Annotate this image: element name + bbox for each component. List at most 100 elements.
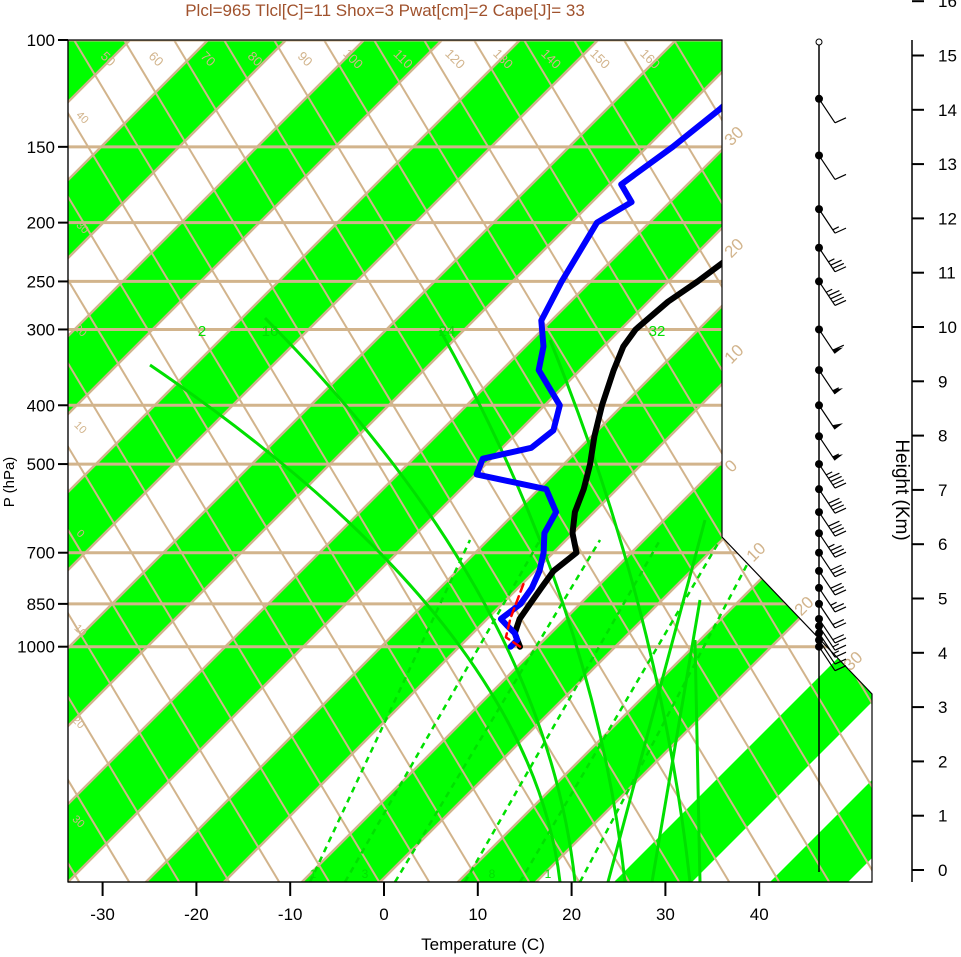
profile-layer xyxy=(473,47,872,650)
x-tick-label: 20 xyxy=(562,905,581,924)
mixing-ratio-line xyxy=(606,519,707,882)
adiabat-line xyxy=(68,361,381,882)
dewpoint-profile-line xyxy=(473,47,796,650)
adiabat-line xyxy=(322,40,831,882)
height-tick-label: 7 xyxy=(938,481,947,500)
wind-barb xyxy=(818,532,847,558)
green-band xyxy=(770,780,872,882)
isotherm-line xyxy=(222,232,872,882)
x-tick-label: -10 xyxy=(278,905,303,924)
mixing-ratio-dashed-line xyxy=(578,539,762,882)
wind-barb xyxy=(818,404,843,430)
mixing-ratio-label: 24 xyxy=(439,323,456,340)
x-tick-label: 10 xyxy=(468,905,487,924)
isotherm-line xyxy=(68,40,756,728)
isotherm-top-label: 60 xyxy=(146,48,167,69)
y-tick-label: 1000 xyxy=(17,638,55,657)
height-tick-label: 3 xyxy=(938,698,947,717)
chart-title: Plcl=965 Tlcl[C]=11 Shox=3 Pwat[cm]=2 Ca… xyxy=(185,1,585,20)
isotherm-left-label: 40 xyxy=(74,109,91,126)
height-tick-label: 14 xyxy=(938,101,957,120)
adiabat-line xyxy=(68,778,131,882)
isotherm-left-label: 10 xyxy=(72,419,89,436)
wind-barb xyxy=(818,98,847,124)
x-tick-label: 40 xyxy=(750,905,769,924)
mixing-ratio-label: 2 xyxy=(198,323,206,340)
height-tick-label: 6 xyxy=(938,535,947,554)
mixing-ratio-bottom-label: 1 xyxy=(310,867,317,881)
mixing-ratio-line xyxy=(650,599,702,882)
y-tick-label: 850 xyxy=(27,595,55,614)
mixing-ratio-line xyxy=(693,639,702,882)
wind-barb-layer xyxy=(815,38,847,872)
isotherm-line xyxy=(68,40,444,416)
mixing-ratio-dashed-line xyxy=(518,539,722,882)
x-axis-label: Temperature (C) xyxy=(421,935,545,954)
x-tick-label: 0 xyxy=(379,905,388,924)
x-tick-label: -20 xyxy=(184,905,209,924)
mixing-ratio-line xyxy=(149,363,562,882)
height-tick-label: 10 xyxy=(938,318,957,337)
height-tick-label: 4 xyxy=(938,644,947,663)
y-tick-label: 400 xyxy=(27,396,55,415)
height-tick-label: 5 xyxy=(938,590,947,609)
height-tick-label: 2 xyxy=(938,752,947,771)
y-tick-label: 250 xyxy=(27,272,55,291)
height-tick-label: 9 xyxy=(938,372,947,391)
mixing-ratio-label: 16 xyxy=(262,323,279,340)
height-tick-label: 1 xyxy=(938,807,947,826)
wind-barb xyxy=(818,646,847,672)
adiabat-line xyxy=(68,111,531,882)
height-tick-label: 12 xyxy=(938,209,957,228)
adiabat-line xyxy=(172,40,681,882)
temperature-profile-line xyxy=(511,168,872,650)
mixing-ratio-bottom-label: 3 xyxy=(362,867,369,881)
height-tick-label: 15 xyxy=(938,47,957,66)
mixing-ratio-line xyxy=(438,329,627,882)
wind-barb xyxy=(818,247,847,273)
wind-barb xyxy=(818,632,847,658)
plot-mask xyxy=(722,40,950,900)
mixing-ratio-line xyxy=(548,339,692,882)
adiabat-line xyxy=(372,40,872,872)
isotherm-line xyxy=(68,40,366,338)
wind-barb xyxy=(818,488,847,514)
wind-barb xyxy=(818,625,847,651)
mixing-ratio-layer xyxy=(149,316,762,882)
wind-barb xyxy=(818,435,843,461)
isotherm-line xyxy=(68,40,600,572)
adiabat-line xyxy=(68,444,331,882)
height-tick-label: 16 xyxy=(938,0,957,11)
height-tick-label: 8 xyxy=(938,427,947,446)
wind-barb xyxy=(818,603,847,629)
wind-marker xyxy=(815,38,823,46)
adiabat-line xyxy=(68,611,231,882)
isotherm-line xyxy=(68,40,522,494)
wind-barb xyxy=(818,155,847,181)
y-tick-label: 300 xyxy=(27,320,55,339)
isotherm-line xyxy=(68,40,210,182)
isotherm-top-label: 90 xyxy=(295,48,316,69)
wind-barb xyxy=(818,463,847,489)
wind-barb xyxy=(818,329,845,354)
y-tick-label: 100 xyxy=(27,31,55,50)
mixing-ratio-dashed-line xyxy=(393,539,602,882)
wind-barb xyxy=(818,281,847,306)
y-tick-label: 500 xyxy=(27,455,55,474)
isotherm-line xyxy=(68,40,288,260)
wind-barb xyxy=(818,511,847,537)
adiabat-line xyxy=(622,40,872,456)
wind-barb xyxy=(818,618,847,644)
mixing-ratio-bottom-label: 1 xyxy=(545,867,552,881)
green-band xyxy=(614,624,872,882)
wind-barb xyxy=(818,208,847,234)
y-tick-label: 700 xyxy=(27,544,55,563)
wind-barb xyxy=(818,587,847,613)
height-tick-label: 13 xyxy=(938,155,957,174)
mixing-ratio-dashed-line xyxy=(308,539,472,882)
adiabat-line xyxy=(68,194,481,882)
y-tick-label: 200 xyxy=(27,214,55,233)
isotherm-line xyxy=(68,40,834,806)
